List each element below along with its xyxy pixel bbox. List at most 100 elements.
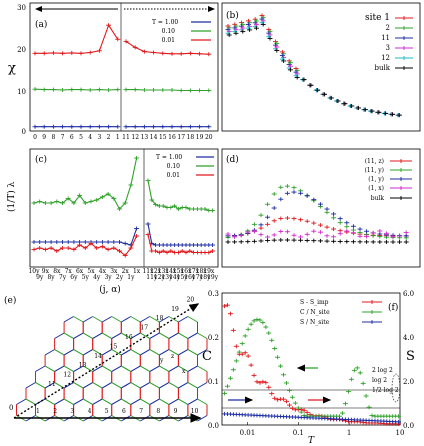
panel-f-ticks: 0.01 0.1 1 100.00.10.20.30.02.04.06.0	[208, 290, 414, 437]
panel-a-xtick: 7	[61, 134, 65, 141]
panel-e-site-label: 18	[156, 315, 164, 322]
panel-a-xtick: 9	[42, 134, 46, 141]
panel-e-bond	[149, 365, 160, 372]
panel-b-frame	[221, 2, 421, 132]
panel-a-xtick: 14	[150, 134, 158, 141]
panel-e-bond	[168, 398, 179, 405]
panel-e-bond	[159, 398, 170, 405]
panel-c-xtick: 12x	[150, 268, 162, 275]
panel-a-ytick: 30	[17, 4, 26, 12]
panel-e-bond	[149, 349, 160, 356]
panel-e-bond	[82, 382, 93, 389]
panel-a-xtick: 5	[79, 134, 83, 141]
panel-e-site-label: 11	[48, 381, 56, 388]
panel-c: (c) (1/T) λ T = 1.00 0.10 0.01 10y9y9x8y…	[6, 148, 219, 295]
panel-e-bond	[159, 349, 170, 356]
panel-f-ylabel-left: C	[202, 349, 212, 364]
panel-e-bond	[178, 349, 189, 356]
panel-f-annotation: 1/2 log 2	[372, 387, 399, 394]
panel-e-bond	[73, 382, 84, 389]
panel-e-bond	[140, 398, 151, 405]
panel-e-bond	[82, 316, 93, 323]
panel-a-ytick: 0	[22, 128, 26, 136]
panel-a-series-line	[126, 89, 209, 92]
panel-c-series-line	[147, 234, 213, 254]
panel-f-legend-label: S / N_site	[300, 319, 330, 326]
panel-e-bond	[44, 349, 55, 356]
panel-e-bond	[35, 365, 46, 372]
panel-e-site-label: 6	[122, 408, 126, 415]
panel-e-site-label: 9	[174, 408, 178, 415]
panel-c-xtick: 14x	[165, 268, 177, 275]
panel-e-site-label: 15	[110, 343, 118, 350]
panel-d-legend-label: (11, z)	[365, 158, 384, 165]
panel-c-xtick: 4y	[93, 274, 101, 281]
panel-e-bond	[121, 398, 132, 405]
panel-e-bond	[25, 382, 36, 389]
panel-c-xtick: 6x	[76, 268, 84, 275]
panel-e-bond	[121, 332, 132, 339]
panel-e-bond	[82, 398, 93, 405]
panel-e-bond	[140, 316, 151, 323]
panel-d-points	[225, 184, 409, 244]
panel-e-site-label: 13	[79, 362, 87, 369]
panel-e-bond	[159, 365, 170, 372]
panel-e-lattice	[13, 303, 208, 423]
panel-e-site-label: 19	[171, 306, 179, 313]
panel-d-frame	[221, 148, 421, 268]
panel-a-xtick: 4	[88, 134, 92, 141]
panel-a-ytick: 10	[17, 88, 26, 96]
panel-e-bond	[92, 398, 103, 405]
panel-c-xtick: 2x	[122, 268, 130, 275]
panel-e-bond	[101, 316, 112, 323]
panel-e-bond	[149, 332, 160, 339]
panel-e-bond	[130, 365, 141, 372]
panel-e-bond	[73, 349, 84, 356]
panel-d-legend-label: (11, y)	[364, 167, 384, 174]
panel-e-bond	[44, 398, 55, 405]
panel-e-bond	[168, 349, 179, 356]
panel-c-legend-label: T = 1.00	[156, 154, 182, 161]
panel-e-bond	[54, 332, 65, 339]
panel-e-bond	[111, 382, 122, 389]
panel-e-site-label: 2	[53, 408, 57, 415]
panel-e-site-label: 8	[156, 408, 160, 415]
panel-e-bond	[140, 365, 151, 372]
panel-e-site-label: 16	[125, 334, 133, 341]
panel-e-bond	[111, 365, 122, 372]
panel-a-xtick: 15	[159, 134, 167, 141]
panel-e-site-label: 20	[187, 296, 195, 303]
panel-e-bond	[140, 349, 151, 356]
panel-e-bond	[121, 365, 132, 372]
panel-f-xtick: 0.1	[293, 429, 304, 437]
panel-e-bond	[130, 398, 141, 405]
panel-e-site-label: 4	[88, 408, 92, 415]
panel-e-bond-label: z	[171, 353, 174, 360]
panel-e-bond	[44, 365, 55, 372]
panel-e-bond	[63, 382, 74, 389]
panel-a-xtick: 1	[116, 134, 120, 141]
panel-c-series-line	[33, 235, 138, 257]
panel-e-bond	[140, 332, 151, 339]
panel-e-bond	[54, 365, 65, 372]
panel-e-bond	[178, 316, 189, 323]
panel-b-legend-label: 3	[386, 44, 390, 52]
panel-e-site-label: 7	[139, 408, 143, 415]
panel-e-bond	[178, 398, 189, 405]
panel-a-xtick: 2	[107, 134, 111, 141]
panel-e-bond	[16, 398, 27, 405]
panel-e-bond	[111, 316, 122, 323]
panel-e-bond	[63, 398, 74, 405]
panel-a-series-line	[34, 88, 118, 91]
panel-a-legend-label: 0.10	[162, 28, 176, 35]
panel-e-bond	[197, 365, 208, 372]
panel-e-bond	[197, 332, 208, 339]
panel-c-frame	[29, 148, 219, 268]
panel-e-bond	[149, 398, 160, 405]
panel-c-legend-label: 0.10	[167, 163, 181, 170]
panel-a-xtick: 0	[33, 134, 37, 141]
panel-e-bond	[159, 382, 170, 389]
panel-c-xtick: 19x	[203, 268, 215, 275]
